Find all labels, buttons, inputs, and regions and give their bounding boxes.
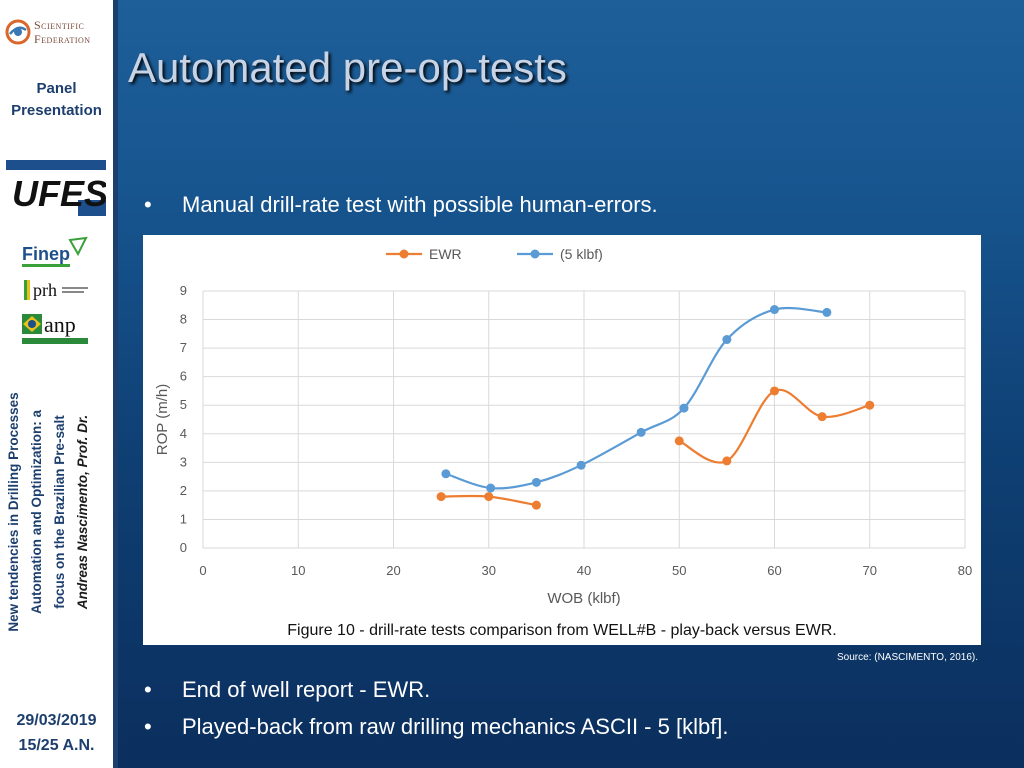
data-point-klbf	[770, 305, 779, 315]
legend-label-ewr: EWR	[429, 246, 462, 262]
data-point-ewr	[770, 386, 779, 396]
data-point-klbf	[441, 469, 451, 479]
vertical-title-line-2: Automation and Optimization: a	[29, 410, 44, 614]
y-tick-label: 7	[180, 340, 187, 355]
bullet-icon: •	[144, 677, 152, 702]
y-tick-label: 3	[180, 454, 187, 469]
legend-marker-ewr	[399, 249, 409, 259]
slide-main: Automated pre-op-tests • Manual drill-ra…	[118, 0, 1024, 768]
chart-figure: 0 1 2 3 4 5 6 7 8 9 0 10 20 30 40 50 60 70 80 WOB (klbf) ROP…	[143, 235, 981, 645]
x-tick-label: 0	[199, 563, 206, 578]
y-tick-label: 8	[180, 312, 187, 327]
sidebar-divider	[113, 0, 118, 768]
prh-logo-text: prh	[33, 280, 57, 300]
y-tick-label: 1	[180, 511, 187, 526]
data-point-klbf	[679, 403, 689, 413]
panel-label: Panel Presentation	[0, 78, 113, 122]
brand-line-1: Scientific	[34, 18, 85, 32]
anp-logo-text: anp	[44, 312, 76, 337]
brand-line-2: Federation	[34, 32, 91, 46]
presentation-title-vertical: New tendencies in Drilling Processes Aut…	[2, 362, 112, 662]
x-tick-label: 60	[767, 563, 781, 578]
sidebar: Scientific Federation Panel Presentation…	[0, 0, 113, 768]
finep-logo-text: Finep	[22, 244, 70, 264]
data-point-ewr	[484, 492, 494, 502]
data-point-ewr	[865, 400, 875, 410]
data-point-klbf	[531, 477, 541, 487]
slide-title: Automated pre-op-tests	[128, 44, 567, 91]
brand-name: Scientific Federation	[34, 18, 91, 46]
panel-label-line-2: Presentation	[11, 102, 102, 119]
slide-date: 29/03/2019	[16, 712, 97, 729]
legend-label-klbf: (5 klbf)	[560, 246, 603, 262]
data-point-ewr	[817, 412, 827, 422]
prh-logo: prh	[24, 280, 88, 300]
vertical-title-author: Andreas Nascimento, Prof. Dr.	[75, 414, 90, 610]
panel-label-line-1: Panel	[36, 80, 77, 97]
bullet-text: Played-back from raw drilling mechanics …	[182, 714, 729, 739]
bullet-icon: •	[144, 714, 152, 739]
ufes-logo: UFES	[6, 160, 106, 216]
x-tick-label: 80	[958, 563, 972, 578]
ufes-logo-text: UFES	[12, 173, 106, 214]
data-point-ewr	[722, 456, 732, 466]
globe-icon	[5, 19, 31, 45]
scientific-federation-logo: Scientific Federation	[4, 16, 110, 50]
finep-logo: Finep	[22, 236, 88, 267]
figure-caption: Figure 10 - drill-rate tests comparison …	[287, 622, 837, 639]
data-point-ewr	[531, 500, 541, 510]
vertical-title-line-1: New tendencies in Drilling Processes	[6, 392, 21, 632]
data-point-ewr	[674, 436, 684, 446]
y-tick-label: 6	[180, 369, 187, 384]
x-tick-label: 70	[863, 563, 877, 578]
bullet-text: End of well report - EWR.	[182, 677, 431, 702]
bullet-text: Manual drill-rate test with possible hum…	[182, 192, 658, 217]
x-tick-label: 20	[386, 563, 400, 578]
rop-wob-chart: 0 1 2 3 4 5 6 7 8 9 0 10 20 30 40 50 60 70 80 WOB (klbf) ROP…	[154, 246, 972, 639]
slide-footer: 29/03/2019 15/25 A.N.	[0, 708, 113, 758]
data-point-klbf	[636, 427, 646, 437]
data-point-klbf	[822, 307, 832, 317]
x-axis-label: WOB (klbf)	[547, 590, 620, 607]
series-line-klbf	[445, 306, 827, 490]
x-tick-label: 30	[482, 563, 496, 578]
y-tick-label: 2	[180, 483, 187, 498]
source-citation: Source: (NASCIMENTO, 2016).	[837, 652, 978, 663]
y-tick-label: 5	[180, 397, 187, 412]
data-point-ewr	[436, 492, 446, 502]
x-tick-label: 40	[577, 563, 591, 578]
slide-page-number: 15/25 A.N.	[18, 737, 95, 754]
data-point-klbf	[722, 335, 732, 345]
data-point-klbf	[486, 483, 496, 493]
x-tick-label: 10	[291, 563, 305, 578]
y-tick-label: 9	[180, 283, 187, 298]
bullet-icon: •	[144, 192, 152, 217]
y-axis-label: ROP (m/h)	[154, 384, 171, 455]
y-tick-label: 4	[180, 426, 187, 441]
anp-logo: anp	[22, 312, 88, 344]
y-tick-label: 0	[180, 540, 187, 555]
data-point-klbf	[576, 460, 586, 470]
legend-marker-klbf	[530, 249, 540, 259]
vertical-title-line-3: focus on the Brazilian Pre-salt	[52, 415, 67, 609]
x-tick-label: 50	[672, 563, 686, 578]
